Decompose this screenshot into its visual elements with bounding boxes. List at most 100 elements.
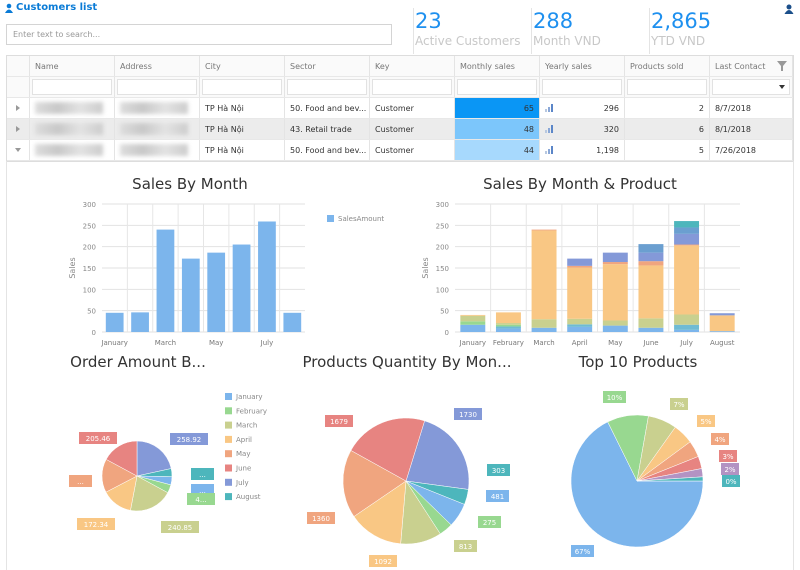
y-tick-label: 200 [436, 244, 449, 252]
filter-input[interactable] [32, 79, 112, 95]
data-label: 303 [492, 467, 505, 475]
kpi-month: 288 Month VND [531, 8, 649, 54]
chevron-down-icon[interactable] [779, 85, 785, 89]
filter-input[interactable] [287, 79, 367, 95]
table-row[interactable]: TP Hà Nội 50. Food and bev... Customer 4… [7, 140, 793, 161]
filter-input[interactable] [712, 79, 790, 95]
user-icon[interactable] [784, 4, 794, 14]
kpi-ytd: 2,865 YTD VND [649, 8, 767, 54]
pie-slice [130, 475, 169, 512]
column-header-label: Address [120, 61, 152, 71]
bar-segment [105, 312, 124, 332]
data-label: 1360 [312, 515, 330, 523]
expand-toggle[interactable] [7, 119, 30, 139]
chart-title: Products Quantity By Mon... [303, 353, 512, 371]
filter-row [7, 77, 793, 98]
caret-right-icon[interactable] [15, 126, 21, 132]
column-header-label: Name [35, 61, 59, 71]
data-label-box [478, 516, 501, 528]
yearly-sales-value: 320 [603, 124, 619, 134]
filter-cell[interactable] [115, 77, 200, 97]
pie-slice [405, 420, 470, 490]
column-header[interactable]: Key [370, 56, 455, 76]
bar-segment [460, 315, 486, 322]
filter-cell[interactable] [285, 77, 370, 97]
column-header[interactable]: Products sold [625, 56, 710, 76]
data-label-box [191, 468, 214, 480]
y-tick-label: 300 [436, 201, 449, 209]
bar-chart-icon [545, 146, 553, 154]
filter-input[interactable] [627, 79, 707, 95]
y-tick-label: 200 [83, 244, 96, 252]
x-tick-label: May [209, 339, 223, 347]
column-header[interactable]: City [200, 56, 285, 76]
filter-input[interactable] [117, 79, 197, 95]
chart-title: Sales By Month & Product [483, 175, 677, 193]
legend-swatch [225, 478, 232, 486]
column-header[interactable]: Monthly sales [455, 56, 540, 76]
data-label-box [719, 450, 737, 462]
data-label-box [697, 415, 715, 427]
expand-toggle[interactable] [7, 98, 30, 118]
last-contact-cell: 7/26/2018 [710, 140, 793, 160]
filter-cell[interactable] [710, 77, 793, 97]
bar-segment [638, 318, 664, 328]
expand-toggle[interactable] [7, 140, 30, 160]
y-tick-label: 250 [436, 222, 449, 230]
bar-segment [531, 319, 557, 328]
filter-cell[interactable] [30, 77, 115, 97]
y-tick-label: 150 [436, 265, 449, 273]
data-label-box [77, 518, 115, 530]
bar-segment [460, 324, 486, 332]
filter-cell[interactable] [200, 77, 285, 97]
data-label: 205.46 [86, 435, 111, 443]
bar-segment [531, 229, 557, 231]
sector-cell: 50. Food and bev... [285, 98, 370, 118]
kpi-active-customers: 23 Active Customers [413, 8, 531, 54]
bar-segment [602, 325, 628, 332]
caret-right-icon[interactable] [15, 105, 21, 111]
bar-segment [709, 315, 735, 332]
bar-segment [495, 312, 521, 324]
filter-cell[interactable] [455, 77, 540, 97]
bar-segment [460, 321, 486, 325]
filter-icon[interactable] [777, 61, 787, 71]
filter-input[interactable] [542, 79, 622, 95]
yearly-sales-value: 296 [603, 103, 619, 113]
column-header[interactable]: Address [115, 56, 200, 76]
filter-cell[interactable] [540, 77, 625, 97]
filter-input[interactable] [457, 79, 537, 95]
filter-cell[interactable] [370, 77, 455, 97]
legend-label: SalesAmount [338, 215, 384, 223]
filter-cell[interactable] [625, 77, 710, 97]
data-label: 240.85 [168, 524, 193, 532]
kpi-label: Active Customers [415, 34, 521, 48]
column-header[interactable]: Yearly sales [540, 56, 625, 76]
column-header-label: Monthly sales [460, 61, 515, 71]
column-header[interactable]: Name [30, 56, 115, 76]
filter-input[interactable] [202, 79, 282, 95]
bar-segment [674, 314, 700, 325]
caret-down-icon[interactable] [15, 147, 21, 153]
legend-label: May [236, 450, 250, 458]
bar-segment [602, 264, 628, 321]
chart-title: Top 10 Products [578, 353, 698, 371]
legend-label: June [235, 465, 251, 473]
x-tick-label: May [608, 339, 622, 347]
column-header[interactable]: Sector [285, 56, 370, 76]
monthly-sales-cell: 65 [455, 98, 540, 118]
legend-label: February [236, 407, 267, 415]
filter-input[interactable] [372, 79, 452, 95]
table-row[interactable]: TP Hà Nội 50. Food and bev... Customer 6… [7, 98, 793, 119]
column-header[interactable]: Last Contact [710, 56, 793, 76]
data-label: 813 [459, 543, 472, 551]
legend-swatch [225, 493, 232, 501]
data-label-box [486, 490, 509, 502]
data-label-box [454, 540, 477, 552]
search-input[interactable] [6, 24, 392, 45]
header-row: Name Address City Sector Key Monthly sales Yea… [7, 56, 793, 77]
table-row[interactable]: TP Hà Nội 43. Retail trade Customer 48 3… [7, 119, 793, 140]
column-header-label: City [205, 61, 221, 71]
bar-segment [181, 258, 200, 332]
data-label-box [325, 415, 353, 427]
